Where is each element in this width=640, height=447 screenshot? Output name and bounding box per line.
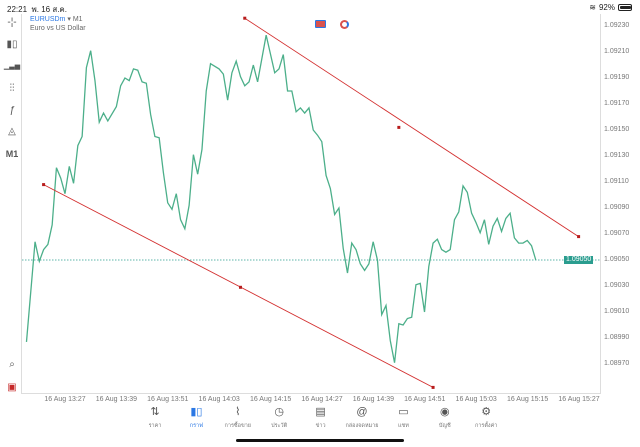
y-tick-label: 1.09050 bbox=[604, 256, 630, 263]
timeframe-button[interactable]: M1 bbox=[5, 149, 19, 159]
settings-icon: ⚙ bbox=[481, 406, 492, 418]
chat-icon: ▭ bbox=[398, 406, 409, 418]
nav-label: แชท bbox=[397, 423, 409, 429]
account-icon: ◉ bbox=[439, 406, 450, 418]
x-tick-label: 16 Aug 14:03 bbox=[198, 396, 240, 403]
news-icon: ▤ bbox=[315, 406, 326, 418]
y-tick-label: 1.09230 bbox=[604, 22, 630, 29]
x-tick-label: 16 Aug 14:27 bbox=[301, 396, 343, 403]
y-tick-label: 1.08970 bbox=[604, 360, 630, 367]
y-tick-label: 1.09210 bbox=[604, 48, 630, 55]
y-tick-label: 1.09150 bbox=[604, 126, 630, 133]
x-tick-label: 16 Aug 14:39 bbox=[352, 396, 395, 403]
battery-icon bbox=[618, 4, 632, 11]
volume-bars-icon[interactable]: ▁▃▅ bbox=[3, 63, 21, 70]
y-tick-label: 1.08990 bbox=[604, 334, 630, 341]
history-icon: ◷ bbox=[274, 406, 284, 418]
trade-panel-icon[interactable] bbox=[315, 20, 326, 28]
nav-news[interactable]: ▤ ข่าว bbox=[301, 405, 341, 430]
nav-label: ราคา bbox=[148, 423, 162, 429]
trendline bbox=[43, 184, 434, 388]
trendline-handle bbox=[238, 285, 242, 289]
symbol-label[interactable]: EURUSDm ▾ M1 bbox=[30, 16, 83, 23]
trendline-handle bbox=[42, 183, 46, 187]
x-tick-label: 16 Aug 15:03 bbox=[455, 396, 497, 403]
nav-trade[interactable]: ⌇ การซื้อขาย bbox=[218, 405, 258, 430]
status-bar: 22:21 พ. 16 ส.ค. ≋ 92% bbox=[0, 0, 640, 14]
price-line bbox=[25, 34, 537, 363]
x-tick-label: 16 Aug 15:27 bbox=[558, 396, 600, 403]
x-tick-label: 16 Aug 15:15 bbox=[506, 396, 549, 403]
nav-label: บัญชี bbox=[438, 423, 451, 429]
y-tick-label: 1.09090 bbox=[604, 204, 630, 211]
nav-chart[interactable]: ▮▯ กราฟ bbox=[176, 405, 216, 430]
battery-percent: 92% bbox=[598, 3, 615, 12]
x-tick-label: 16 Aug 13:39 bbox=[95, 396, 138, 403]
nav-mailbox[interactable]: @ กล่องจดหมาย bbox=[342, 405, 382, 430]
wifi-icon: ≋ bbox=[589, 3, 596, 12]
nav-label: กราฟ bbox=[189, 423, 204, 429]
nav-label: การซื้อขาย bbox=[224, 423, 252, 429]
y-tick-label: 1.09110 bbox=[604, 178, 629, 185]
chart-search-icon[interactable]: ⌕ bbox=[9, 359, 15, 370]
y-tick-label: 1.09010 bbox=[604, 308, 630, 315]
trendline-handle bbox=[577, 235, 581, 239]
nav-chat[interactable]: ▭ แชท bbox=[383, 405, 423, 430]
objects-icon[interactable]: ◬ bbox=[8, 126, 16, 137]
nav-account[interactable]: ◉ บัญชี bbox=[425, 405, 465, 430]
trendline-handle bbox=[431, 385, 435, 389]
y-tick-label: 1.09030 bbox=[604, 282, 630, 289]
trendline-handle bbox=[397, 125, 401, 129]
x-tick-label: 16 Aug 13:51 bbox=[147, 396, 189, 403]
trade-icon: ⌇ bbox=[235, 406, 241, 418]
chart-area[interactable] bbox=[21, 14, 601, 394]
trendline bbox=[244, 17, 579, 237]
nav-quotes[interactable]: ⇅ ราคา bbox=[135, 405, 175, 430]
crosshair-icon[interactable]: -¦- bbox=[7, 17, 17, 28]
nav-history[interactable]: ◷ ประวัติ bbox=[259, 405, 299, 430]
function-icon[interactable]: ƒ bbox=[9, 105, 15, 116]
chart-icon: ▮▯ bbox=[190, 406, 203, 418]
y-tick-label: 1.09170 bbox=[604, 100, 630, 107]
indicators-icon[interactable]: ⫶⫶ bbox=[9, 83, 15, 94]
nav-label: ข่าว bbox=[315, 423, 326, 429]
x-tick-label: 16 Aug 13:27 bbox=[44, 396, 86, 403]
x-tick-label: 16 Aug 14:15 bbox=[249, 396, 292, 403]
current-price-label: 1.09050 bbox=[564, 256, 594, 264]
candlestick-icon[interactable]: ▮▯ bbox=[6, 39, 18, 50]
status-time: 22:21 พ. 16 ส.ค. bbox=[7, 5, 68, 14]
x-tick-label: 16 Aug 14:51 bbox=[404, 396, 446, 403]
quotes-icon: ⇅ bbox=[150, 406, 160, 418]
trendline-handle bbox=[243, 16, 247, 20]
y-tick-label: 1.09070 bbox=[604, 230, 630, 237]
left-toolbar: -¦- ▮▯ ▁▃▅ ⫶⫶ ƒ ◬ M1 ⌕ ▣ bbox=[0, 14, 22, 399]
nav-label: ประวัติ bbox=[271, 423, 288, 429]
mailbox-icon: @ bbox=[356, 406, 368, 418]
symbol-description: Euro vs US Dollar bbox=[30, 25, 86, 32]
signal-icon[interactable] bbox=[340, 20, 349, 29]
nav-label: การตั้งค่า bbox=[474, 423, 498, 429]
home-indicator bbox=[236, 439, 404, 442]
y-tick-label: 1.09190 bbox=[604, 74, 630, 81]
y-tick-label: 1.09130 bbox=[604, 152, 630, 159]
one-click-trading-icon[interactable]: ▣ bbox=[7, 382, 17, 393]
nav-label: กล่องจดหมาย bbox=[345, 423, 379, 429]
nav-settings[interactable]: ⚙ การตั้งค่า bbox=[466, 405, 506, 430]
